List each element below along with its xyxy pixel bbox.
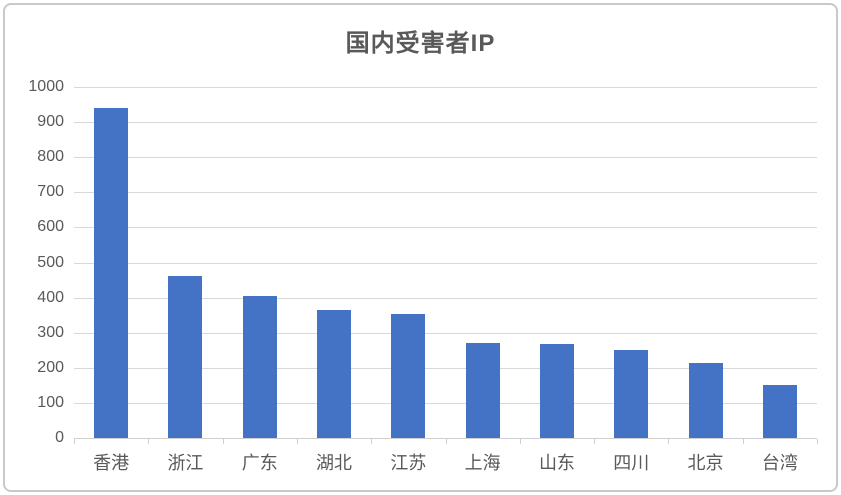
x-tick-label-山东: 山东: [538, 453, 575, 473]
chart-title: 国内受害者IP: [345, 30, 496, 57]
gridline-200: [74, 367, 817, 369]
x-axis-tick: [594, 439, 596, 444]
x-axis-tick: [817, 439, 818, 444]
x-tick-label-北京: 北京: [687, 453, 724, 473]
bar-广东: [242, 296, 277, 438]
gridline-900: [74, 122, 817, 124]
gridline-800: [74, 157, 817, 159]
bar-台湾: [762, 385, 797, 438]
x-axis-tick: [222, 439, 224, 444]
x-tick-label-广东: 广东: [241, 453, 278, 473]
x-axis-tick: [742, 439, 744, 444]
bar-浙江: [168, 276, 203, 438]
bar-香港: [94, 108, 129, 438]
bar-湖北: [317, 309, 352, 438]
gridline-100: [74, 402, 817, 404]
gridline-700: [74, 192, 817, 194]
y-tick-label-0: 0: [55, 429, 64, 446]
bar-江苏: [391, 314, 426, 438]
gridline-500: [74, 262, 817, 264]
x-axis-tick: [148, 439, 150, 444]
x-axis-tick: [445, 439, 447, 444]
bar-上海: [465, 343, 500, 438]
gridline-1000: [74, 87, 817, 88]
y-tick-label-400: 400: [37, 288, 64, 306]
y-tick-label-500: 500: [37, 253, 64, 271]
y-tick-label-900: 900: [37, 113, 64, 131]
y-tick-label-300: 300: [37, 323, 64, 341]
y-tick-label-600: 600: [37, 218, 64, 236]
gridline-600: [74, 227, 817, 229]
x-tick-label-浙江: 浙江: [167, 453, 204, 473]
y-tick-label-700: 700: [37, 183, 64, 201]
chart-card: 国内受害者IP 0 100 200 300 400 500 600 700 800 900 1000…: [3, 3, 838, 492]
bar-山东: [539, 344, 574, 438]
x-tick-label-上海: 上海: [464, 453, 501, 473]
bar-北京: [688, 362, 723, 438]
gridline-300: [74, 332, 817, 334]
gridline-400: [74, 297, 817, 299]
x-axis-tick: [371, 439, 373, 444]
plot-area: [74, 87, 818, 444]
y-tick-label-1000: 1000: [28, 78, 64, 95]
x-tick-label-江苏: 江苏: [390, 453, 427, 473]
x-axis-tick: [668, 439, 670, 444]
y-tick-label-800: 800: [37, 148, 64, 166]
y-tick-label-100: 100: [37, 393, 64, 411]
x-axis-tick: [74, 439, 75, 444]
y-tick-label-200: 200: [37, 358, 64, 376]
x-axis-tick: [519, 439, 521, 444]
x-axis-line: [74, 438, 817, 439]
x-tick-label-湖北: 湖北: [316, 453, 353, 473]
x-tick-label-台湾: 台湾: [761, 453, 798, 473]
x-axis-tick: [296, 439, 298, 444]
bar-四川: [614, 350, 649, 438]
x-tick-label-四川: 四川: [613, 453, 650, 473]
x-tick-label-香港: 香港: [93, 453, 130, 473]
